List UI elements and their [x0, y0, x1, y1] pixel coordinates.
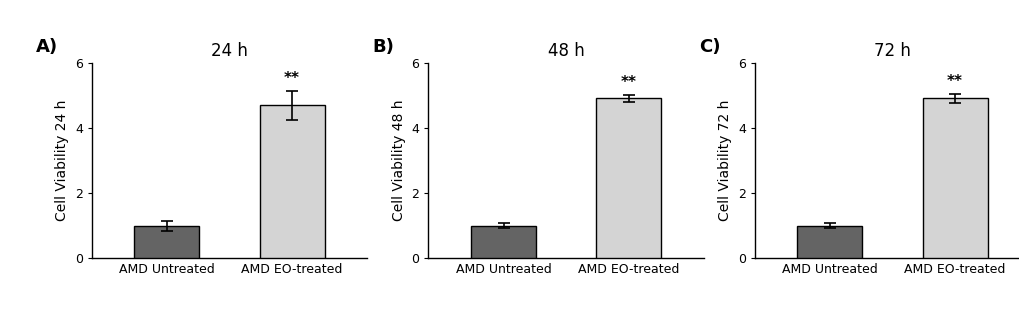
- Title: 48 h: 48 h: [547, 42, 584, 60]
- Bar: [595, 98, 660, 258]
- Text: **: **: [947, 74, 962, 89]
- Y-axis label: Cell Viability 72 h: Cell Viability 72 h: [717, 100, 732, 221]
- Text: **: **: [284, 71, 300, 86]
- Bar: [259, 105, 324, 258]
- Y-axis label: Cell Viability 24 h: Cell Viability 24 h: [55, 100, 69, 221]
- Text: **: **: [621, 75, 636, 90]
- Y-axis label: Cell Viability 48 h: Cell Viability 48 h: [391, 100, 406, 221]
- Bar: [797, 226, 862, 258]
- Text: B): B): [372, 38, 393, 56]
- Bar: [921, 98, 986, 258]
- Text: A): A): [36, 38, 58, 56]
- Bar: [135, 226, 200, 258]
- Bar: [471, 226, 536, 258]
- Title: 24 h: 24 h: [211, 42, 248, 60]
- Text: C): C): [698, 38, 719, 56]
- Title: 72 h: 72 h: [873, 42, 910, 60]
